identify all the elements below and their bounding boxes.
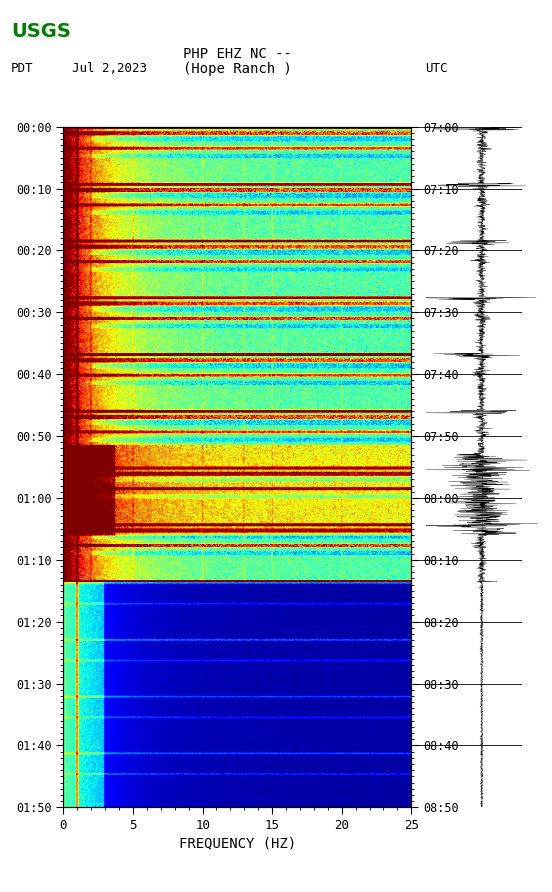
Text: (Hope Ranch ): (Hope Ranch ) bbox=[183, 62, 292, 76]
Text: PHP EHZ NC --: PHP EHZ NC -- bbox=[183, 46, 292, 61]
Text: USGS: USGS bbox=[11, 21, 71, 41]
Text: Jul 2,2023: Jul 2,2023 bbox=[72, 62, 147, 75]
Text: PDT: PDT bbox=[11, 62, 34, 75]
Text: UTC: UTC bbox=[425, 62, 448, 75]
X-axis label: FREQUENCY (HZ): FREQUENCY (HZ) bbox=[179, 836, 296, 850]
